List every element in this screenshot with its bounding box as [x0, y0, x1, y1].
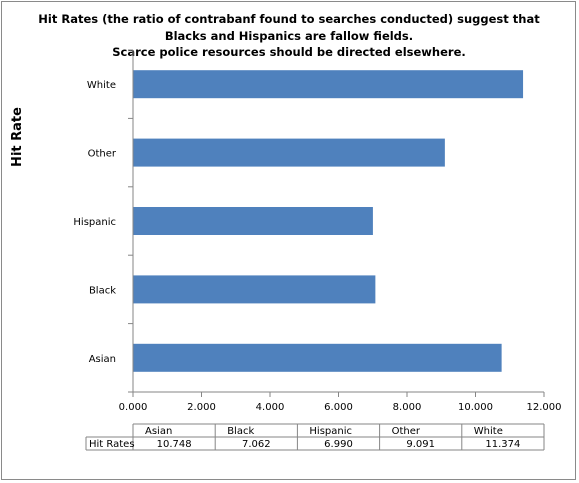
x-tick-label: 2.000 [187, 402, 216, 413]
x-tick-label: 12.000 [527, 402, 562, 413]
table-header-hispanic: Hispanic [309, 426, 352, 437]
category-label-black: Black [89, 285, 116, 296]
table-header-black: Black [227, 426, 254, 437]
bar-other [133, 138, 445, 167]
category-label-white: White [87, 80, 116, 91]
category-label-other: Other [88, 149, 117, 160]
table-value-white: 11.374 [485, 439, 520, 450]
chart-title-line-3: Scarce police resources should be direct… [112, 45, 466, 59]
category-label-asian: Asian [89, 354, 116, 365]
chart-title-line-1: Hit Rates (the ratio of contrabanf found… [38, 12, 540, 26]
x-tick-label: 6.000 [324, 402, 353, 413]
bar-white [133, 70, 524, 99]
bar-black [133, 275, 376, 304]
category-label-hispanic: Hispanic [73, 217, 116, 228]
x-tick-label: 4.000 [256, 402, 285, 413]
table-series-label: Hit Rates [89, 439, 135, 450]
table-header-asian: Asian [145, 426, 172, 437]
table-value-other: 9.091 [406, 439, 435, 450]
x-tick-label: 0.000 [119, 402, 148, 413]
table-value-black: 7.062 [242, 439, 271, 450]
table-header-other: Other [392, 426, 421, 437]
x-tick-label: 8.000 [393, 402, 422, 413]
y-axis-label: Hit Rate [10, 107, 25, 167]
bar-asian [133, 343, 502, 372]
table-value-hispanic: 6.990 [324, 439, 353, 450]
table-header-white: White [474, 426, 503, 437]
bar-hispanic [133, 207, 373, 235]
chart-title-line-2: Blacks and Hispanics are fallow fields. [165, 29, 413, 43]
table-value-asian: 10.748 [157, 439, 192, 450]
x-tick-label: 10.000 [458, 402, 493, 413]
